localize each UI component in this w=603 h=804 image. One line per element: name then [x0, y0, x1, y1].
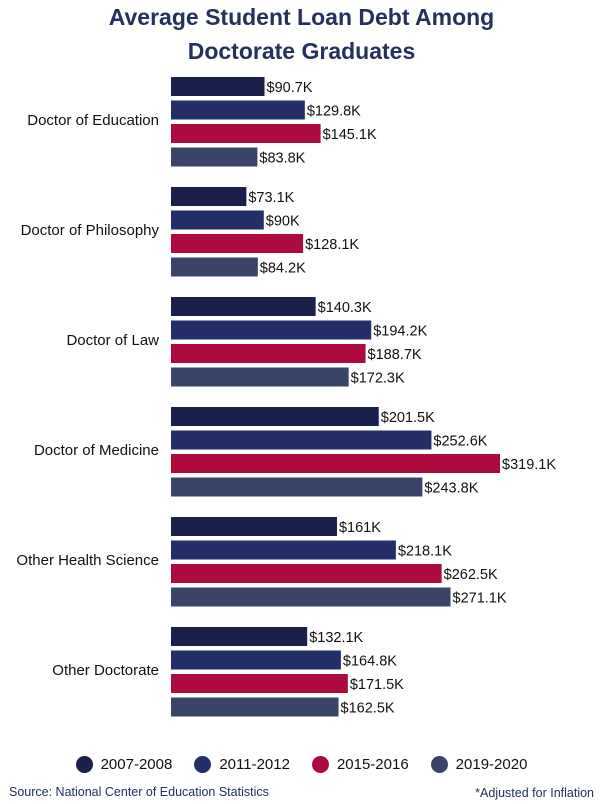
legend-swatch	[194, 756, 212, 773]
legend-swatch	[75, 756, 93, 773]
bar	[171, 100, 305, 120]
legend-swatch	[311, 756, 329, 773]
bar-value-label: $262.5K	[444, 567, 498, 583]
source-note: Source: National Center of Education Sta…	[9, 785, 269, 799]
bar	[171, 320, 372, 340]
bar	[171, 77, 265, 96]
bar	[171, 674, 348, 693]
bar-value-label: $171.5K	[350, 677, 404, 693]
bar-value-label: $319.1K	[502, 457, 556, 473]
bar-value-label: $218.1K	[398, 544, 452, 560]
bar	[171, 697, 339, 717]
bar-value-label: $161K	[339, 520, 381, 536]
bar-value-label: $129.8K	[307, 104, 361, 120]
chart-title-line-2: Doctorate Graduates	[187, 38, 416, 64]
bar-value-label: $172.3K	[351, 371, 405, 387]
legend-label: 2019-2020	[455, 756, 528, 773]
bar	[171, 147, 258, 167]
bar	[171, 210, 264, 230]
legend-item: 2011-2012	[194, 756, 290, 773]
bar	[171, 407, 379, 426]
category-label: Doctor of Philosophy	[21, 222, 160, 239]
bar-value-label: $162.5K	[341, 701, 395, 717]
bar	[171, 344, 366, 363]
bar-value-label: $90K	[266, 214, 300, 230]
bar	[171, 540, 396, 560]
bar	[171, 367, 349, 387]
bar-value-label: $243.8K	[424, 481, 478, 497]
legend-label: 2011-2012	[219, 756, 290, 773]
bar	[171, 257, 258, 277]
bar	[171, 650, 341, 670]
legend-swatch	[430, 756, 448, 773]
bar-value-label: $83.8K	[259, 151, 305, 167]
bar-value-label: $73.1K	[248, 190, 294, 206]
category-label: Doctor of Law	[66, 332, 159, 349]
chart-title-line-1: Average Student Loan Debt Among	[108, 4, 495, 30]
bar-value-label: $201.5K	[381, 410, 435, 426]
category-label: Other Health Science	[16, 552, 159, 569]
legend-label: 2015-2016	[336, 756, 409, 773]
category-label: Other Doctorate	[52, 662, 159, 679]
legend-item: 2019-2020	[430, 756, 528, 773]
bar-value-label: $194.2K	[373, 324, 427, 340]
bar	[171, 627, 308, 646]
bar-value-label: $252.6K	[433, 434, 487, 450]
bar	[171, 517, 337, 536]
bar-value-label: $188.7K	[368, 347, 422, 363]
bar-value-label: $84.2K	[260, 261, 306, 277]
legend-label: 2007-2008	[100, 756, 173, 773]
bar-value-label: $128.1K	[305, 237, 359, 253]
bar-value-label: $140.3K	[318, 300, 372, 316]
bar	[171, 564, 442, 583]
bar-value-label: $271.1K	[453, 591, 507, 607]
legend-item: 2007-2008	[75, 756, 173, 773]
category-label: Doctor of Education	[27, 112, 159, 129]
bar	[171, 234, 304, 253]
bar-chart: Doctor of Education $90.7K $129.8K $145.1K $…	[16, 77, 556, 717]
bar-value-label: $132.1K	[309, 630, 363, 646]
bar-value-label: $164.8K	[343, 654, 397, 670]
bar	[171, 587, 451, 607]
legend-item: 2015-2016	[311, 756, 409, 773]
bar-value-label: $90.7K	[267, 80, 313, 96]
bar	[171, 124, 321, 143]
bar	[171, 297, 316, 316]
bar	[171, 430, 432, 450]
chart-legend: 2007-2008 2011-2012 2015-2016 2019-2020	[0, 756, 603, 773]
bar	[171, 477, 423, 497]
category-label: Doctor of Medicine	[34, 442, 159, 459]
bar-value-label: $145.1K	[323, 127, 377, 143]
bar	[171, 454, 500, 473]
bar	[171, 187, 247, 206]
inflation-note: *Adjusted for Inflation	[475, 786, 594, 800]
